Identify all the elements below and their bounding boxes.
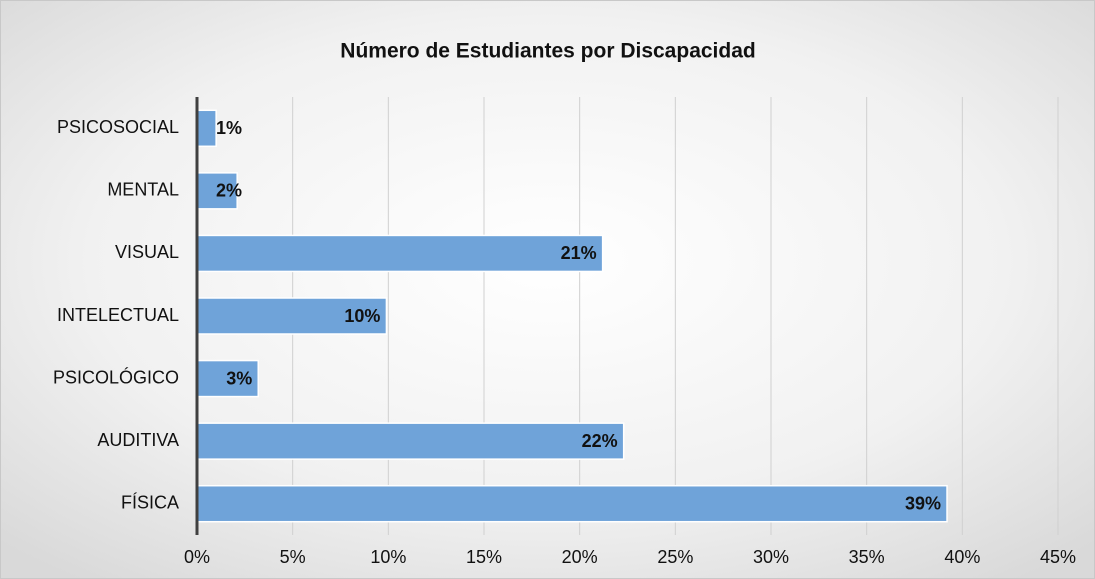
x-tick-label: 5%: [280, 547, 306, 567]
bar: [196, 234, 604, 273]
data-label: 3%: [226, 368, 252, 388]
y-tick-label: PSICOLÓGICO: [53, 366, 179, 387]
x-tick-label: 20%: [562, 547, 598, 567]
x-tick-label: 10%: [370, 547, 406, 567]
y-tick-label: VISUAL: [115, 242, 179, 262]
x-tick-label: 15%: [466, 547, 502, 567]
bar: [196, 484, 948, 523]
x-tick-label: 0%: [184, 547, 210, 567]
x-tick-label: 30%: [753, 547, 789, 567]
y-tick-label: PSICOSOCIAL: [57, 117, 179, 137]
data-label: 1%: [216, 118, 242, 138]
data-label: 22%: [582, 431, 618, 451]
bar: [196, 422, 625, 460]
y-tick-label: MENTAL: [107, 180, 179, 200]
x-tick-label: 45%: [1040, 547, 1076, 567]
data-label: 21%: [561, 243, 597, 263]
y-tick-label: FÍSICA: [121, 492, 179, 512]
bar: [196, 109, 217, 148]
x-tick-label: 40%: [944, 547, 980, 567]
x-tick-label: 35%: [849, 547, 885, 567]
y-tick-label: INTELECTUAL: [57, 305, 179, 325]
y-tick-label: AUDITIVA: [97, 430, 179, 450]
data-label: 2%: [216, 181, 242, 201]
data-label: 39%: [905, 493, 941, 513]
chart-title: Número de Estudiantes por Discapacidad: [340, 40, 755, 63]
data-label: 10%: [344, 306, 380, 326]
x-tick-label: 25%: [657, 547, 693, 567]
